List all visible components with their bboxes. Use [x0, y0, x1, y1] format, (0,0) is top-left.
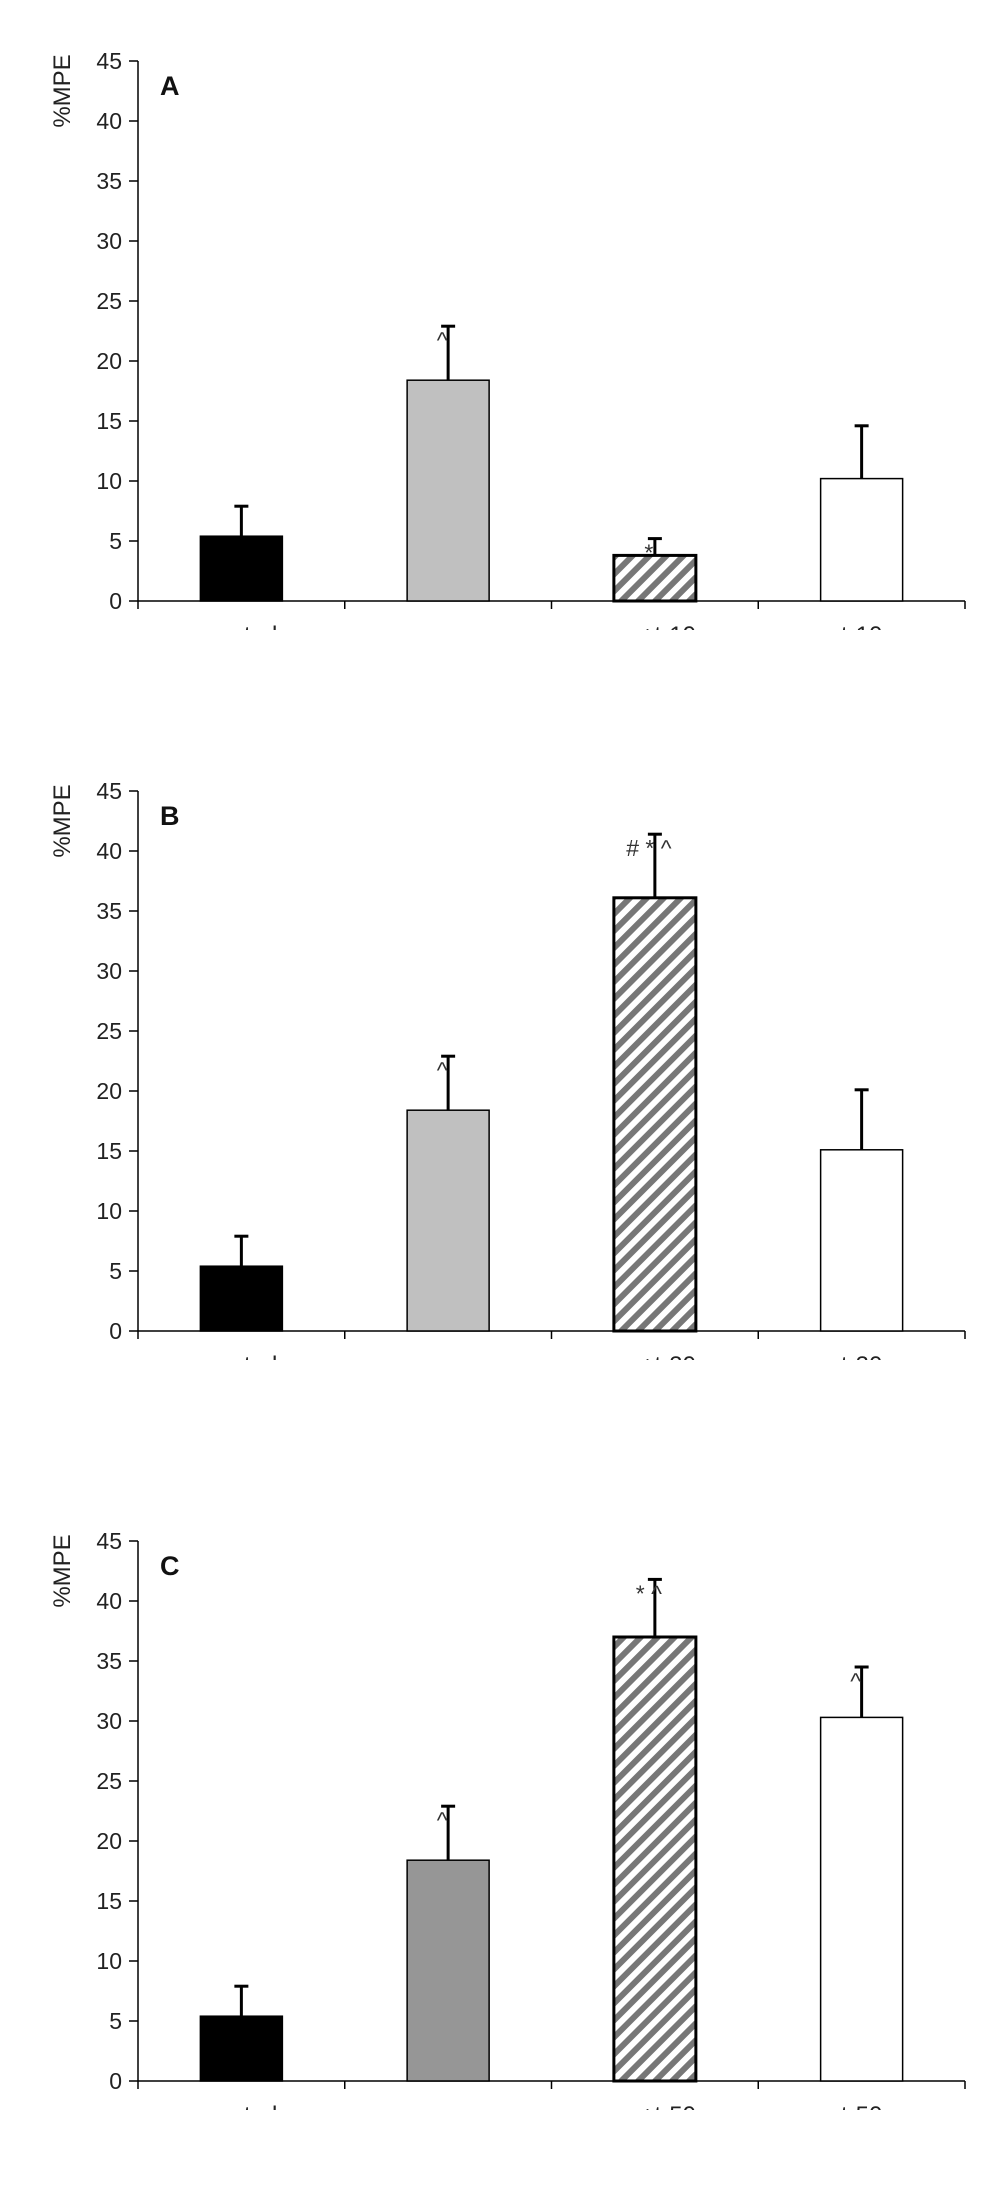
bar-pg+tr50 [612, 1635, 698, 2083]
x-tick-label: tr30 [841, 1352, 882, 1360]
chart-b-svg: B %MPE 0 5 10 15 20 25 30 35 40 45 control pg ^ pg+tr30… [49, 778, 966, 1360]
y-tick-label: 45 [96, 48, 122, 74]
significance-label: * [644, 540, 653, 566]
y-tick-label: 15 [96, 1888, 122, 1914]
y-tick-label: 10 [96, 1948, 122, 1974]
bar-control [199, 1265, 284, 1332]
chart-a-svg: A %MPE 0 5 10 15 20 25 30 35 40 45 control pg ^ pg+tr10… [49, 48, 966, 630]
significance-label: ^ [437, 1807, 448, 1833]
y-tick-label: 5 [109, 528, 122, 554]
x-tick-label: control [205, 1352, 277, 1360]
x-tick-label: pg [435, 1352, 462, 1360]
y-tick-label: 15 [96, 408, 122, 434]
y-axis-label: %MPE [49, 1534, 76, 1607]
chart-c-svg: C %MPE 0 5 10 15 20 25 30 35 40 45 control pg ^ pg+tr50… [49, 1528, 966, 2110]
y-tick-label: 30 [96, 1708, 122, 1734]
y-tick-label: 45 [96, 1528, 122, 1554]
y-tick-label: 10 [96, 468, 122, 494]
significance-label: ^ [437, 1057, 448, 1083]
x-tick-label: tr10 [841, 622, 882, 630]
y-tick-label: 5 [109, 2008, 122, 2034]
bar-tr10 [819, 477, 904, 602]
y-tick-label: 35 [96, 898, 122, 924]
y-axis-label: %MPE [49, 54, 76, 127]
x-tick-label: pg+tr10 [614, 622, 696, 630]
y-tick-label: 30 [96, 958, 122, 984]
x-tick-label: pg+tr50 [614, 2102, 696, 2110]
y-tick-label: 40 [96, 1588, 122, 1614]
y-tick-label: 20 [96, 1828, 122, 1854]
x-tick-label: control [205, 622, 277, 630]
y-tick-label: 0 [109, 2068, 122, 2094]
y-tick-label: 0 [109, 588, 122, 614]
y-tick-label: 25 [96, 1018, 122, 1044]
x-tick-label: pg [435, 622, 462, 630]
y-axis-label: %MPE [49, 784, 76, 857]
bar-pg [406, 1859, 490, 2082]
y-tick-label: 10 [96, 1198, 122, 1224]
y-tick-label: 25 [96, 288, 122, 314]
bar-pg+tr10 [612, 553, 698, 603]
y-tick-label: 40 [96, 108, 122, 134]
bar-tr50 [819, 1716, 904, 2082]
y-tick-label: 0 [109, 1318, 122, 1344]
bar-control [199, 535, 284, 602]
y-tick-label: 30 [96, 228, 122, 254]
bar-control [199, 2015, 284, 2082]
chart-panel-b: B %MPE 0 5 10 15 20 25 30 35 40 45 control pg ^ pg+tr30… [0, 760, 1000, 1360]
y-tick-label: 5 [109, 1258, 122, 1284]
bar-pg+tr30 [612, 896, 698, 1333]
y-tick-label: 35 [96, 168, 122, 194]
significance-label: ^ [850, 1668, 861, 1694]
y-tick-label: 40 [96, 838, 122, 864]
x-tick-label: pg [435, 2102, 462, 2110]
y-tick-label: 20 [96, 1078, 122, 1104]
y-tick-label: 15 [96, 1138, 122, 1164]
x-tick-label: pg+tr30 [614, 1352, 696, 1360]
y-tick-label: 35 [96, 1648, 122, 1674]
y-tick-label: 45 [96, 778, 122, 804]
chart-panel-c: C %MPE 0 5 10 15 20 25 30 35 40 45 control pg ^ pg+tr50… [0, 1510, 1000, 2110]
bar-pg [406, 1109, 490, 1332]
y-tick-label: 25 [96, 1768, 122, 1794]
significance-label: # * ^ [626, 835, 672, 861]
bar-tr30 [819, 1149, 904, 1332]
x-tick-label: tr50 [841, 2102, 882, 2110]
panel-letter: A [160, 71, 180, 101]
x-tick-label: control [205, 2102, 277, 2110]
chart-panel-a: A %MPE 0 5 10 15 20 25 30 35 40 45 control pg ^ pg+tr10… [0, 30, 1000, 630]
panel-letter: B [160, 801, 180, 831]
y-tick-label: 20 [96, 348, 122, 374]
significance-label: ^ [437, 327, 448, 353]
bar-pg [406, 379, 490, 602]
significance-label: * ^ [636, 1580, 662, 1606]
panel-letter: C [160, 1551, 180, 1581]
